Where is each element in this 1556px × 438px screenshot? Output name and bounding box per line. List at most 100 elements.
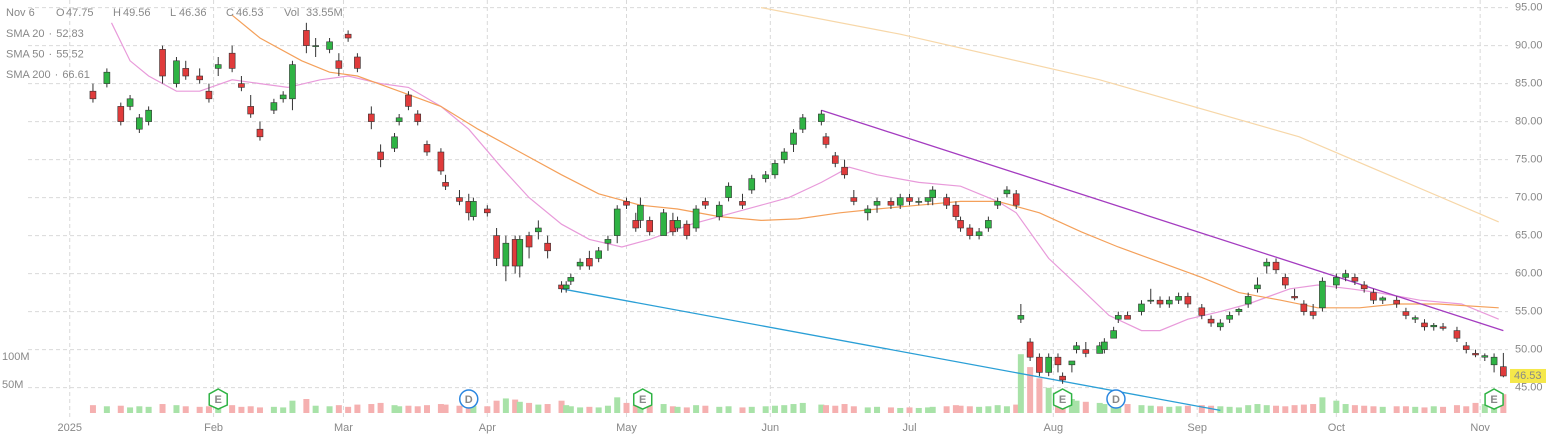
candle-body [562,284,570,290]
candle-body [1226,315,1233,320]
trendline [821,109,1504,332]
volume-bar [335,405,342,413]
volume-bar [725,406,732,413]
candle-body [1351,277,1359,282]
event-badge [459,389,479,409]
date: Nov 6 [6,7,35,19]
candle-body [117,106,125,122]
candle-body [89,90,97,100]
candle-body [586,258,593,267]
volume-bar [256,407,263,413]
candle-body [674,220,681,229]
candle-body [1235,309,1243,312]
candle-body [303,30,310,46]
sma-line [231,14,1499,309]
volume-bar [470,405,477,413]
candle-body [1360,284,1368,290]
candle-body [660,212,667,236]
sma-name: SMA 50 [6,48,45,60]
candle-body [1059,375,1066,381]
volume-bar [832,405,839,413]
candle-body [368,113,375,122]
volume-bar [874,406,881,413]
candle-body [470,201,477,217]
candle-body [442,182,449,187]
volume-bar [693,405,700,413]
volume-bar [493,400,500,413]
candle-body [929,189,937,198]
volume-bar [1045,387,1052,413]
candle-body [1003,189,1011,195]
event-label: D [465,394,473,406]
volume-bar [790,404,797,413]
candle-body [604,239,612,244]
candle-body [975,231,983,236]
volume-bar [952,405,959,413]
candle-body [943,197,950,206]
volume-bar [1017,354,1024,413]
volume-bar [1157,406,1164,413]
volume-bar [127,407,134,413]
volume-bar [739,407,746,413]
low-label: L [170,7,176,19]
y-tick-label: 70.00 [1515,192,1543,204]
volume-bar [1402,406,1409,413]
volume-bar [502,398,509,413]
candle-body [1110,330,1117,339]
volume-bar [303,399,310,413]
candle-body [1402,311,1410,316]
candle-body [822,136,830,145]
volume-bar [637,404,644,413]
sma-legend: SMA 200 · 66.61 [6,69,90,81]
volume-bar [1138,405,1145,413]
candle-body [632,220,640,229]
volume-bar [1096,402,1103,413]
candle-body [279,94,287,100]
candle-body [1156,299,1164,305]
candle-body [1272,261,1280,271]
volume-bar [1430,406,1437,413]
volume-bar [943,406,950,413]
candle-body [1114,315,1122,320]
vol-value: 33.55M [306,7,343,19]
candle-body [702,201,709,206]
candle-body [613,208,621,236]
candle-body [637,204,644,221]
candle-body [256,128,264,138]
event-badge [1484,388,1504,410]
candle-body [405,94,412,107]
volume-bar [1124,404,1131,413]
candle-body [377,151,384,160]
volume-bar [1254,404,1261,413]
candle-body [1217,322,1224,328]
candle-body [1500,366,1507,377]
volume-bar [1003,406,1010,413]
volume-bar [1342,404,1349,413]
event-label: E [1490,394,1497,406]
volume-bar [368,404,375,413]
volume-bar [465,405,472,413]
volume-bar [516,401,523,413]
volume-bar [312,405,319,413]
event-badge [1106,389,1126,409]
candle-body [270,102,278,111]
x-tick-label: Nov [1470,422,1490,434]
candle-body [247,106,254,115]
candle-body [692,208,700,229]
candle-body [623,201,630,206]
volume-bar [771,405,778,413]
volume-bar [1263,405,1270,413]
candle-body [715,204,723,217]
candle-body [391,136,398,149]
candle-body [994,201,1001,206]
high-value: 49.56 [123,7,151,19]
volume-bar [674,406,681,413]
candle-body [1333,277,1340,286]
candle-body [437,151,445,172]
candle-body [1147,299,1155,302]
volume-bar [1208,405,1215,413]
candle-body [1300,303,1308,312]
volume-bar [957,405,964,413]
volume-bar [117,405,124,413]
